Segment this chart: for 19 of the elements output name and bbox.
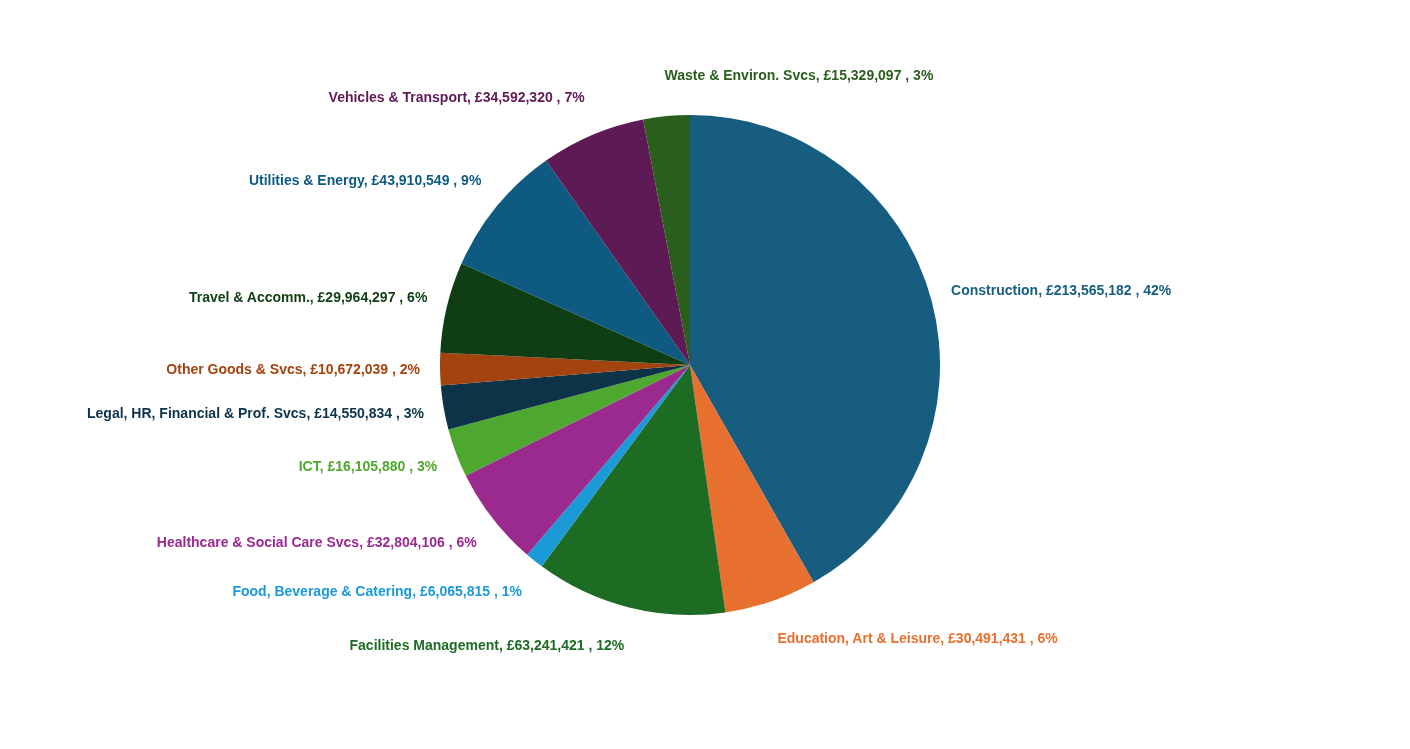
- slice-label: Food, Beverage & Catering, £6,065,815 , 1%: [232, 582, 523, 599]
- pie-slice: [440, 263, 690, 365]
- slice-label: Other Goods & Svcs, £10,672,039 , 2%: [166, 360, 421, 377]
- pie-slice: [546, 119, 690, 365]
- pie-slice: [643, 115, 690, 365]
- slice-label: Education, Art & Leisure, £30,491,431 , 6%: [777, 630, 1059, 647]
- slice-label: Travel & Accomm., £29,964,297 , 6%: [188, 288, 428, 305]
- slice-label: Waste & Environ. Svcs, £15,329,097 , 3%: [664, 67, 934, 84]
- slice-label: Legal, HR, Financial & Prof. Svcs, £14,550,834 , 3%: [87, 405, 425, 422]
- slice-label: ICT, £16,105,880 , 3%: [298, 458, 438, 475]
- pie-slice: [541, 365, 726, 615]
- pie-slice: [440, 365, 690, 430]
- pie-slice: [690, 365, 814, 613]
- pie-slice: [448, 365, 690, 476]
- slice-label: Utilities & Energy, £43,910,549 , 9%: [248, 171, 482, 188]
- slice-label: Vehicles & Transport, £34,592,320 , 7%: [328, 89, 586, 105]
- slice-label: Facilities Management, £63,241,421 , 12%: [349, 637, 625, 654]
- slice-label: Healthcare & Social Care Svcs, £32,804,106 , 6%: [156, 533, 478, 550]
- slice-label: Construction, £213,565,182 , 42%: [951, 281, 1172, 298]
